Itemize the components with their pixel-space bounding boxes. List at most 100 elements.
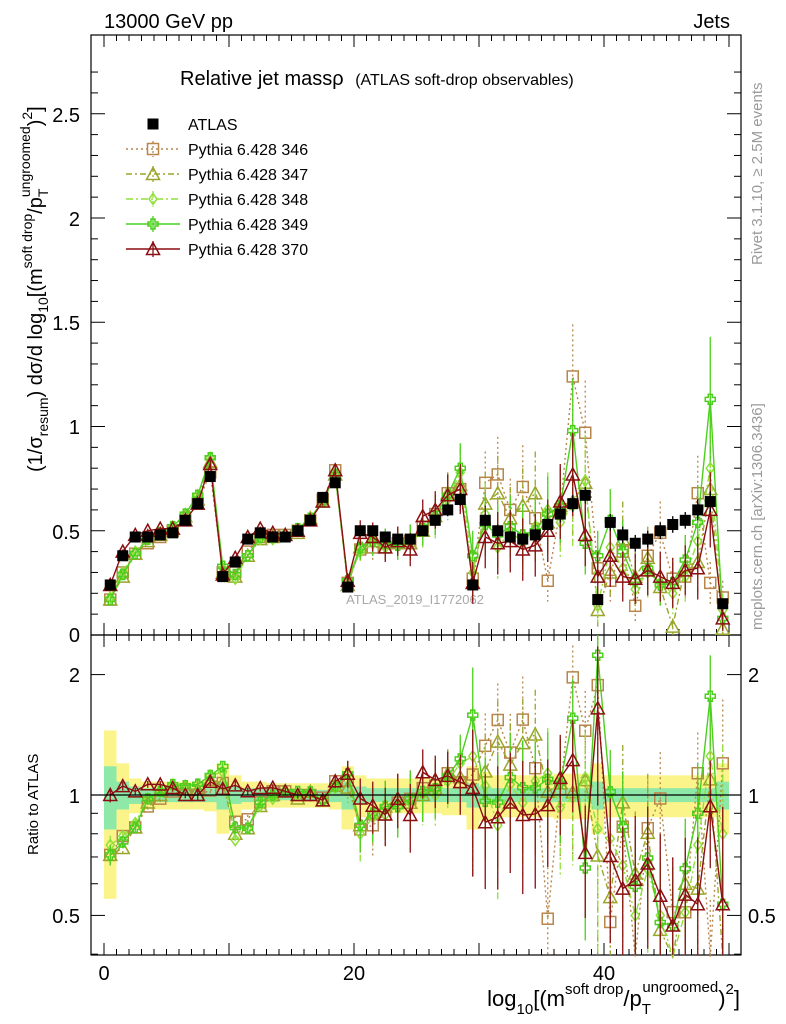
atlas-point [342,581,354,593]
ratio-point [439,767,456,783]
atlas-point [567,498,579,510]
atlas-point [267,531,279,543]
ratio-point [489,809,506,824]
atlas-point [454,493,466,505]
ylabel-part: ungroomed [17,126,33,197]
ratio-point [654,916,666,929]
main-ytick-label: 2 [69,209,80,231]
legend-label: Pythia 6.428 370 [188,242,308,259]
ratio-point [114,839,131,855]
atlas-point [279,531,291,543]
ratio-point [292,785,304,798]
main-ytick-label: 0 [69,625,80,647]
main-ytick-label: 0.5 [52,522,80,544]
ratio-point [402,806,419,822]
data-point [664,618,681,633]
atlas-point [604,516,616,528]
ratio-point [704,690,716,702]
atlas-point [392,533,404,545]
ratio-ytick-label: 0.5 [52,906,80,928]
ratio-point [689,896,706,911]
ylabel-part: 2 [19,112,35,120]
xlabel-part: ] [734,986,740,1011]
data-point [377,539,394,554]
data-point [692,516,704,529]
atlas-point [429,514,441,526]
data-point [589,568,606,583]
atlas-point [629,537,641,549]
legend: ATLAS Pythia 6.428 346 Pythia 6.428 347 Pyt… [126,117,308,259]
atlas-point [654,525,666,537]
atlas-point [667,518,679,530]
legend-marker [147,218,159,230]
ratio-point [327,773,344,788]
ratio-point [679,862,691,875]
ratio-point [217,760,229,773]
xlabel-part: soft drop [565,981,623,998]
data-point [602,547,619,563]
ratio-point [389,790,406,806]
xlabel-part: 2 [726,981,734,998]
ylabel-part: resum [35,397,51,436]
plot-title: Relative jet massρ (ATLAS soft-drop obse… [180,68,574,90]
ratio-point [502,794,519,809]
data-point [654,579,666,591]
ratio-point [577,844,594,860]
atlas-point [404,533,416,545]
ratio-point [242,822,254,834]
ratio-point [227,777,244,792]
ratio-point [364,797,381,812]
atlas-point [529,529,541,541]
series-line [109,463,724,619]
atlas-point [167,527,179,539]
ratio-point [677,886,694,901]
main-ytick-label: 1.5 [52,313,80,335]
data-point [564,466,581,481]
ratio-point [464,779,481,795]
ratio-ytick-label: 2 [69,665,80,687]
ratio-ytick-label: 1 [69,786,80,808]
data-point [639,562,656,577]
ratio-point [114,778,131,793]
ratio-point [489,733,506,748]
data-point [454,462,466,474]
atlas-point [579,489,591,501]
ratio-point [627,871,644,887]
plot-title-sub: (ATLAS soft-drop observables) [355,72,573,89]
ratio-point [452,774,469,789]
ratio-point [304,786,316,798]
atlas-point [254,527,266,539]
atlas-point [442,504,454,516]
data-point [679,554,691,566]
atlas-point [492,525,504,537]
xlabel-part: /p [623,986,641,1011]
ratio-series-line [109,677,724,958]
data-point [704,576,717,590]
data-point [577,526,594,542]
ylabel-part: ) dσ/d log [25,313,47,398]
atlas-point [554,508,566,520]
data-point [439,487,456,502]
energy-label: 13000 GeV pp [104,11,233,33]
data-point [614,568,631,583]
atlas-point [517,533,529,545]
ratio-point [517,781,529,794]
ratio-ytick-label-right: 2 [748,665,759,687]
data-point [714,620,731,635]
main-ytick-label: 2.5 [52,105,80,127]
data-point [652,568,669,583]
atlas-point [417,525,429,537]
ratio-point [479,795,491,808]
ratio-point [254,796,266,808]
atlas-point [704,496,716,508]
legend-label: Pythia 6.428 347 [188,167,308,184]
ratio-point [552,769,569,785]
atlas-point [217,571,229,583]
ratio-point [352,790,369,805]
main-y-tick-labels: 0 0.5 1 1.5 2 2.5 [52,105,80,647]
atlas-point [367,525,379,537]
ratio-point [467,709,479,721]
data-point [354,541,366,554]
legend-label: Pythia 6.428 349 [188,217,308,234]
